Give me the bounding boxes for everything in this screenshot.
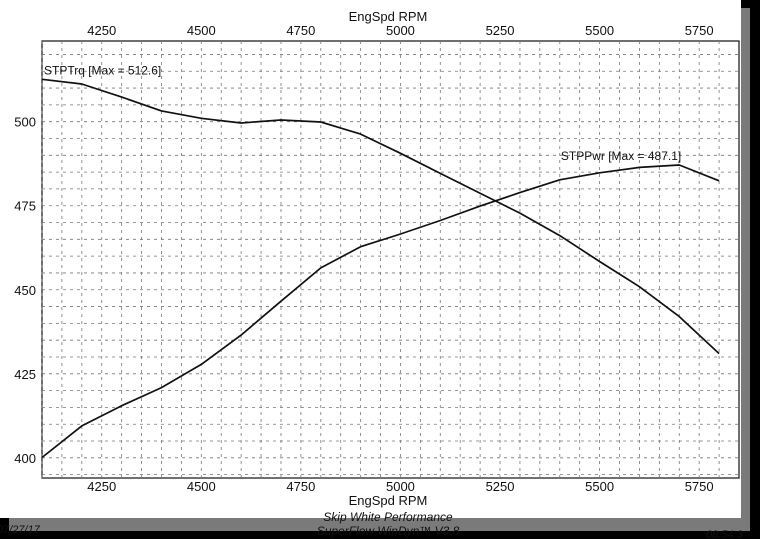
x-tick-label-top: 4250: [87, 23, 116, 38]
y-tick-label: 400: [14, 451, 36, 466]
plot-frame: [41, 40, 740, 479]
y-tick-label: 450: [14, 283, 36, 298]
x-axis-title-bottom: EngSpd RPM: [349, 493, 428, 508]
x-tick-label-bottom: 5000: [386, 479, 415, 494]
torque-series-label: STPTrq [Max = 512.6]: [44, 63, 161, 77]
footer-company: Skip White Performance: [323, 510, 453, 524]
x-tick-label-bottom: 5500: [585, 479, 614, 494]
grid: [41, 41, 739, 478]
power-series-label: STPPwr [Max = 487.1]: [561, 149, 681, 163]
x-tick-label-bottom: 4250: [87, 479, 116, 494]
y-tick-label: 500: [14, 115, 36, 130]
series-layer: [41, 78, 720, 459]
label-layer: 4250 4250 4500 4500 4750 4750 5000 5000 5250 5250…: [14, 23, 713, 494]
torque-series-line: [41, 78, 720, 355]
x-tick-label-top: 5750: [685, 23, 714, 38]
footer-date: 07/27/17: [0, 524, 41, 536]
power-series-line: [41, 164, 720, 459]
x-tick-label-bottom: 4500: [187, 479, 216, 494]
x-tick-label-top: 5500: [585, 23, 614, 38]
y-tick-label: 425: [14, 367, 36, 382]
x-tick-label-bottom: 5750: [685, 479, 714, 494]
x-tick-label-top: 4500: [187, 23, 216, 38]
x-axis-title-top: EngSpd RPM: [349, 9, 428, 24]
x-tick-label-bottom: 5250: [486, 479, 515, 494]
x-tick-label-top: 4750: [286, 23, 315, 38]
y-tick-label: 475: [14, 199, 36, 214]
footer-time: 08:54:3: [706, 529, 744, 539]
x-tick-label-top: 5250: [486, 23, 515, 38]
footer-software: SuperFlow WinDyn™ V3.8: [317, 524, 460, 538]
x-tick-label-top: 5000: [386, 23, 415, 38]
x-tick-label-bottom: 4750: [286, 479, 315, 494]
